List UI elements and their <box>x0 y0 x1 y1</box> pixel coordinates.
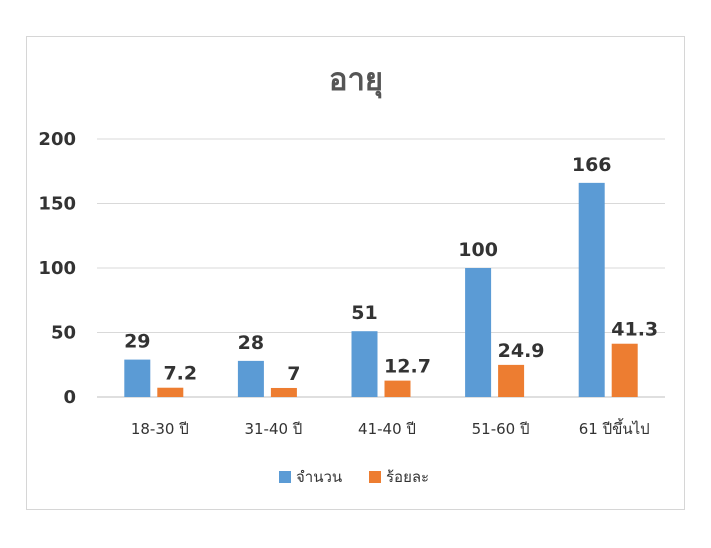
bar <box>157 387 184 397</box>
y-tick-label: 0 <box>63 387 76 408</box>
x-tick-label: 61 ปีขึ้นไป <box>579 418 650 438</box>
x-tick-label: 41-40 ปี <box>358 420 416 438</box>
bar <box>465 268 492 397</box>
bar <box>270 387 297 397</box>
data-labels: 29 7.2 28 7 51 12.7 100 24.9 166 41.3 <box>124 154 658 385</box>
data-label: 7 <box>287 363 300 385</box>
x-axis-ticks: 18-30 ปี 31-40 ปี 41-40 ปี 51-60 ปี 61 ปีขึ้… <box>131 418 650 438</box>
bar <box>498 364 525 397</box>
bar <box>124 359 151 397</box>
x-tick-label: 31-40 ปี <box>244 420 302 438</box>
chart-title: อายุ <box>329 62 383 99</box>
legend: จำนวน ร้อยละ <box>279 468 429 486</box>
legend-swatch <box>279 471 291 483</box>
bar <box>384 380 411 397</box>
bar <box>611 343 638 397</box>
data-label: 51 <box>351 302 377 324</box>
data-label: 29 <box>124 331 150 353</box>
data-label: 12.7 <box>384 356 431 378</box>
y-tick-label: 50 <box>51 323 76 344</box>
legend-label: ร้อยละ <box>386 468 429 486</box>
y-tick-label: 150 <box>38 194 76 215</box>
y-axis-ticks: 0 50 100 150 200 <box>38 129 76 408</box>
bars <box>124 182 638 397</box>
bar <box>237 360 264 397</box>
x-tick-label: 18-30 ปี <box>131 420 189 438</box>
y-tick-label: 100 <box>38 258 76 279</box>
data-label: 100 <box>458 239 498 261</box>
data-label: 24.9 <box>498 340 545 362</box>
bar <box>578 182 605 397</box>
data-label: 7.2 <box>163 363 197 385</box>
x-tick-label: 51-60 ปี <box>472 420 530 438</box>
chart-area <box>26 36 685 510</box>
data-label: 41.3 <box>611 319 658 341</box>
data-label: 166 <box>572 154 612 176</box>
gridlines <box>97 138 665 398</box>
bar <box>351 331 378 397</box>
legend-swatch <box>369 471 381 483</box>
legend-label: จำนวน <box>296 468 342 486</box>
data-label: 28 <box>238 332 264 354</box>
y-tick-label: 200 <box>38 129 76 150</box>
